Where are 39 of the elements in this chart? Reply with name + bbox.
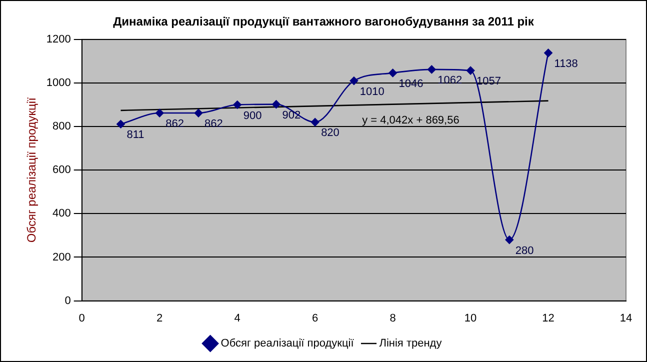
data-label: 280 (515, 244, 534, 257)
chart-title: Динаміка реалізації продукції вантажного вагонобудування за 2011 рік (113, 14, 535, 29)
data-label: 820 (321, 127, 340, 140)
point (272, 100, 280, 108)
x-tick-label: 4 (234, 312, 240, 324)
x-tick-label: 10 (464, 312, 477, 324)
y-tick-label: 800 (52, 120, 71, 133)
y-tick-label: 400 (52, 208, 71, 220)
point (505, 236, 514, 244)
point (194, 108, 203, 118)
annotation: y = 4,042x + 869,56 (362, 114, 460, 126)
data-label: 902 (282, 109, 301, 122)
x-tick-label: 0 (78, 312, 85, 324)
y-tick-label: 200 (52, 251, 71, 264)
x-tick-label: 2 (156, 312, 163, 324)
point (116, 120, 125, 128)
y-axis-title: Обсяг реалізації продукції (24, 96, 39, 243)
legend-label: Обсяг реалізації продукції (220, 338, 354, 350)
point (310, 118, 320, 126)
point (155, 108, 164, 118)
x-tick-label: 14 (620, 312, 632, 324)
point (388, 68, 397, 78)
x-tick-label: 6 (312, 312, 318, 324)
data-label: 811 (126, 129, 144, 142)
point (233, 100, 242, 109)
data-label: 1010 (360, 86, 384, 98)
y-tick-label: 600 (52, 164, 71, 176)
data-label: 1138 (554, 58, 578, 70)
point (466, 66, 475, 75)
point (544, 48, 552, 58)
data-label: 900 (243, 110, 262, 122)
point (428, 65, 436, 74)
y-tick-label: 0 (64, 294, 71, 307)
x-tick-label: 8 (390, 312, 396, 324)
y-tick-label: 1000 (46, 77, 71, 89)
legend-label: Лінія тренду (379, 338, 442, 350)
point (350, 76, 358, 85)
x-tick-label: 12 (542, 312, 554, 324)
y-tick-label: 1200 (46, 33, 71, 46)
